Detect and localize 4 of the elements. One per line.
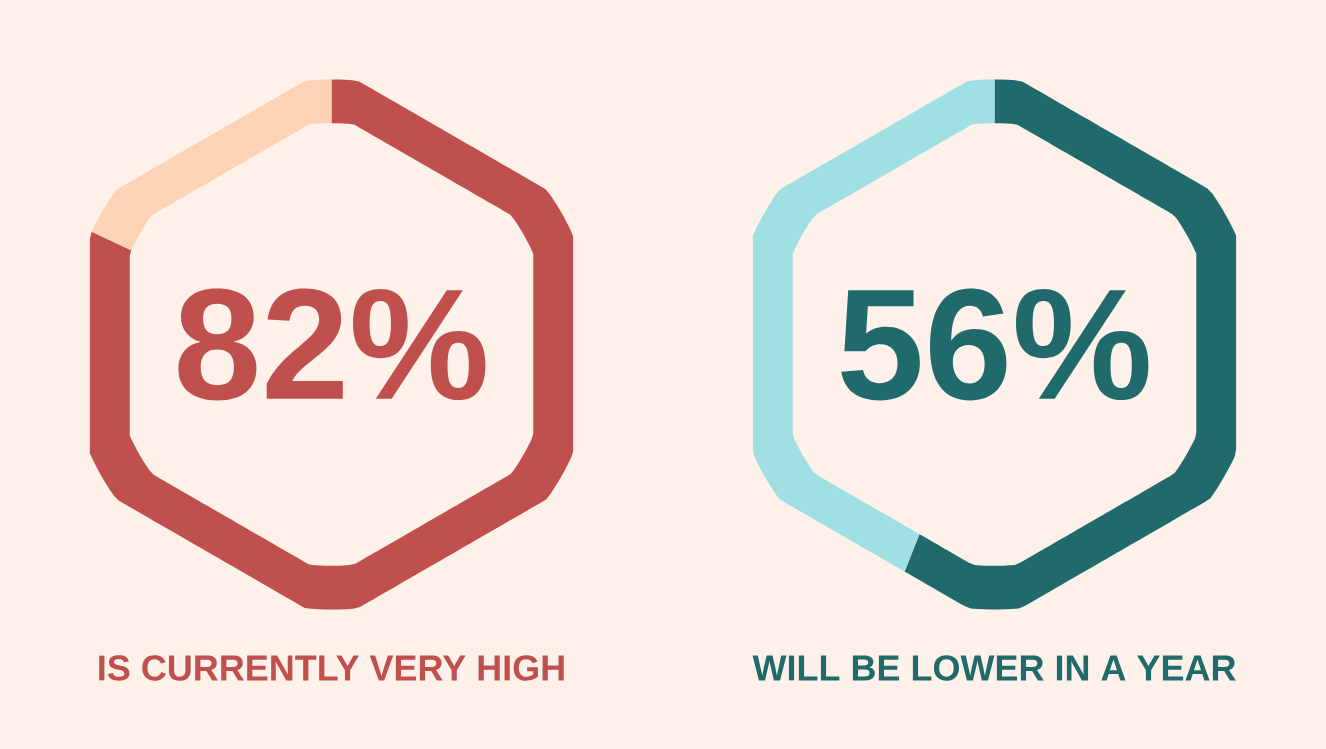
data-label: 56% — [841, 288, 1149, 401]
text: WILL BE LOWER IN A YEAR — [752, 655, 1236, 681]
text: IS CURRENTLY VERY HIGH — [99, 655, 564, 681]
data-label: 82% — [178, 288, 486, 401]
